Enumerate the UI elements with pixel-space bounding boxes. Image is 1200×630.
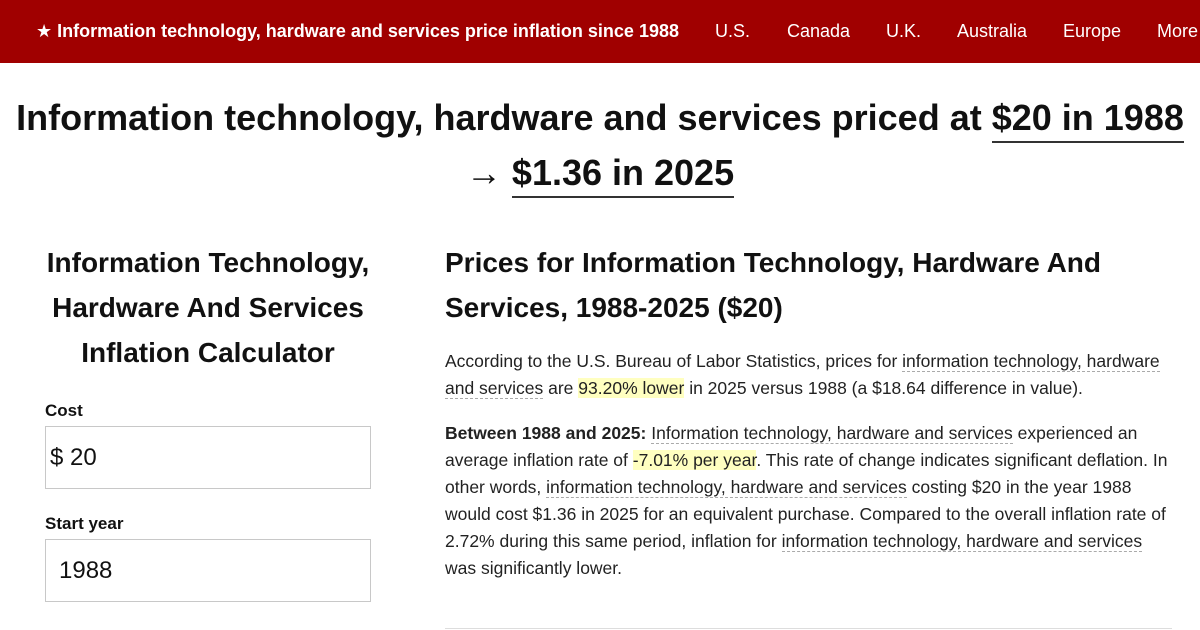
headline-start-value[interactable]: $20 in 1988	[991, 95, 1184, 143]
inflation-calculator: Information Technology, Hardware And Ser…	[45, 240, 371, 602]
site-brand-link[interactable]: ★ Information technology, hardware and s…	[36, 21, 679, 41]
headline-prefix: Information technology, hardware and ser…	[16, 97, 992, 138]
nav-link-more[interactable]: More	[1157, 21, 1199, 41]
nav-link-europe[interactable]: Europe	[1063, 21, 1122, 41]
cost-input-value: 20	[70, 444, 97, 471]
summary-text: According to the U.S. Bureau of Labor St…	[445, 351, 903, 371]
category-link[interactable]: information technology, hardware and ser…	[445, 351, 1160, 399]
detail-text: was significantly lower.	[445, 558, 623, 578]
prices-section: Prices for Information Technology, Hardw…	[445, 240, 1175, 582]
nav-link-canada[interactable]: Canada	[787, 21, 851, 41]
category-link[interactable]: information technology, hardware and ser…	[781, 531, 1143, 552]
percent-change-highlight: 93.20% lower	[578, 378, 685, 398]
nav-link-us[interactable]: U.S.	[715, 21, 751, 41]
cost-label: Cost	[45, 401, 83, 420]
headline-arrow: →	[465, 152, 512, 193]
category-link[interactable]: Information technology, hardware and ser…	[651, 423, 1013, 444]
detail-paragraph: Between 1988 and 2025: Information techn…	[445, 420, 1175, 582]
top-navigation-bar: ★ Information technology, hardware and s…	[0, 0, 1200, 63]
detail-text: experienced an average inflation rate of	[445, 423, 1138, 470]
summary-text: in 2025 versus 1988 (a $18.64 difference…	[684, 378, 1083, 398]
start-year-label: Start year	[45, 514, 124, 533]
inflation-rate-highlight: -7.01% per year	[632, 450, 757, 470]
prices-title: Prices for Information Technology, Hardw…	[445, 247, 1102, 323]
cost-input[interactable]: $ 20	[45, 426, 371, 489]
calculator-title: Information Technology, Hardware And Ser…	[46, 247, 370, 368]
page-headline: Information technology, hardware and ser…	[0, 90, 1200, 200]
category-link[interactable]: information technology, hardware and ser…	[546, 477, 907, 498]
nav-link-uk[interactable]: U.K.	[886, 21, 922, 41]
start-year-value: 1988	[59, 557, 113, 584]
summary-paragraph: According to the U.S. Bureau of Labor St…	[445, 348, 1175, 402]
detail-text: costing $20 in the year 1988 would cost …	[445, 477, 1166, 551]
start-year-input[interactable]: 1988	[45, 539, 371, 602]
headline-end-value[interactable]: $1.36 in 2025	[511, 150, 735, 198]
summary-text: are	[543, 378, 579, 398]
section-divider	[445, 628, 1172, 629]
period-lead: Between 1988 and 2025:	[445, 423, 647, 443]
detail-text: . This rate of change indicates signific…	[445, 450, 1168, 497]
currency-symbol: $	[50, 444, 64, 471]
nav-link-australia[interactable]: Australia	[957, 21, 1028, 41]
